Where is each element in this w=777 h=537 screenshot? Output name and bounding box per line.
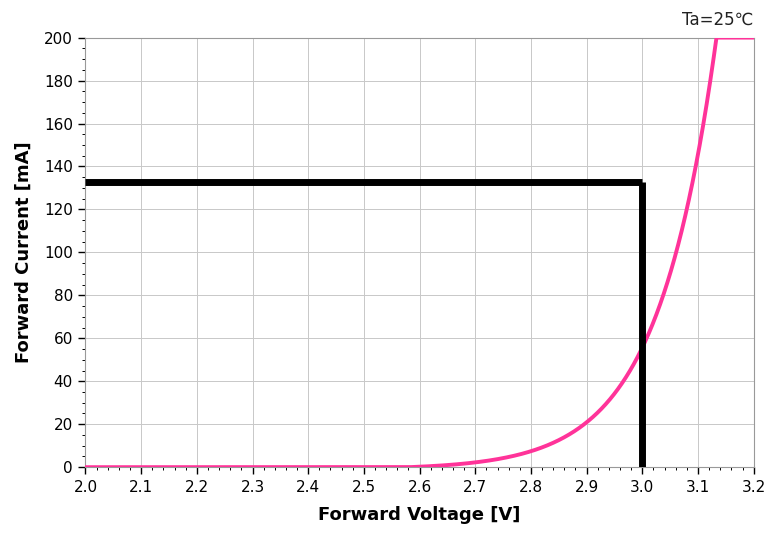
Text: Ta=25℃: Ta=25℃ xyxy=(682,11,754,29)
X-axis label: Forward Voltage [V]: Forward Voltage [V] xyxy=(319,506,521,524)
Y-axis label: Forward Current [mA]: Forward Current [mA] xyxy=(15,142,33,363)
